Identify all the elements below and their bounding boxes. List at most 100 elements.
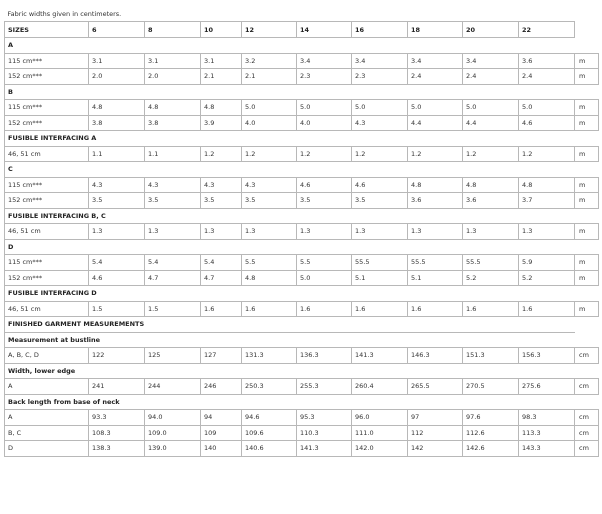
measurement-row: 115 cm*** 4.8 4.8 4.8 5.0 5.0 5.0 5.0 5.0 5.0 m	[4, 99, 600, 116]
unit-cell: m	[574, 52, 600, 69]
value-cell: 250.3	[241, 378, 297, 395]
value-cell: 55.5	[351, 254, 408, 271]
value-cell: 97	[407, 409, 463, 426]
value-cell: 3.8	[144, 114, 201, 131]
value-cell: 4.7	[200, 269, 242, 286]
value-cell: 141.3	[351, 347, 408, 364]
value-cell: 94.0	[144, 409, 201, 426]
value-cell: 151.3	[462, 347, 519, 364]
size-header: 10	[200, 21, 242, 38]
fabric-width-note: Fabric widths given in centimeters.	[7, 9, 122, 18]
row-label: 115 cm***	[4, 176, 89, 193]
value-cell: 3.2	[241, 52, 297, 69]
value-cell: 5.5	[241, 254, 297, 271]
value-cell: 1.3	[462, 223, 519, 240]
row-label: 46, 51 cm	[4, 300, 89, 317]
value-cell: 112.6	[462, 424, 519, 441]
value-cell: 3.5	[296, 192, 352, 209]
value-cell: 93.3	[88, 409, 145, 426]
value-cell: 98.3	[517, 409, 576, 426]
value-cell: 139.0	[144, 440, 201, 457]
measurement-row: 46, 51 cm 1.1 1.1 1.2 1.2 1.2 1.2 1.2 1.2 1.2 m	[4, 145, 600, 162]
value-cell: 1.2	[296, 145, 352, 162]
value-cell: 138.3	[88, 440, 145, 457]
value-cell: 94	[200, 409, 242, 426]
measurement-row: 152 cm*** 3.5 3.5 3.5 3.5 3.5 3.5 3.6 3.6 3.7 m	[4, 192, 600, 209]
value-cell: 270.5	[462, 378, 519, 395]
unit-cell: m	[574, 223, 600, 240]
value-cell: 5.2	[517, 269, 576, 286]
row-label: B, C	[4, 424, 89, 441]
value-cell: 1.5	[144, 300, 201, 317]
value-cell: 1.1	[144, 145, 201, 162]
unit-cell: cm	[574, 378, 600, 395]
measurement-row: 152 cm*** 4.6 4.7 4.7 4.8 5.0 5.1 5.1 5.2 5.2 m	[4, 269, 600, 286]
measurement-row: B, C 108.3 109.0 109 109.6 110.3 111.0 112 112.6…	[4, 424, 600, 441]
unit-cell: cm	[574, 347, 600, 364]
unit-cell: m	[574, 269, 600, 286]
value-cell: 1.3	[241, 223, 297, 240]
measurement-row: D 138.3 139.0 140 140.6 141.3 142.0 142 142.6 143…	[4, 440, 600, 457]
value-cell: 3.1	[200, 52, 242, 69]
section-row: FUSIBLE INTERFACING A	[4, 130, 599, 147]
value-cell: 2.4	[462, 68, 519, 85]
value-cell: 111.0	[351, 424, 408, 441]
value-cell: 4.6	[88, 269, 145, 286]
value-cell: 4.6	[517, 114, 576, 131]
value-cell: 142.6	[462, 440, 519, 457]
value-cell: 5.9	[517, 254, 576, 271]
size-header: 12	[241, 21, 297, 38]
note-row: Fabric widths given in centimeters.	[5, 6, 599, 22]
measurement-row: 152 cm*** 2.0 2.0 2.1 2.1 2.3 2.3 2.4 2.4 2.4 m	[4, 68, 600, 85]
row-label: 152 cm***	[4, 114, 89, 131]
size-header: 6	[88, 21, 145, 38]
size-header: 18	[407, 21, 463, 38]
value-cell: 1.3	[88, 223, 145, 240]
value-cell: 2.1	[200, 68, 242, 85]
value-cell: 5.0	[241, 99, 297, 116]
value-cell: 3.4	[462, 52, 519, 69]
row-label: 46, 51 cm	[4, 145, 89, 162]
section-row: Back length from base of neck	[4, 393, 599, 410]
value-cell: 1.3	[407, 223, 463, 240]
value-cell: 4.8	[200, 99, 242, 116]
value-cell: 55.5	[462, 254, 519, 271]
value-cell: 265.5	[407, 378, 463, 395]
value-cell: 1.6	[407, 300, 463, 317]
value-cell: 2.0	[144, 68, 201, 85]
measurement-row: 115 cm*** 4.3 4.3 4.3 4.3 4.6 4.6 4.8 4.8 4.8 m	[4, 176, 600, 193]
value-cell: 4.8	[241, 269, 297, 286]
value-cell: 4.3	[241, 176, 297, 193]
value-cell: 1.6	[462, 300, 519, 317]
section-label: Measurement at bustline	[4, 331, 145, 348]
value-cell: 4.6	[351, 176, 408, 193]
value-cell: 108.3	[88, 424, 145, 441]
unit-cell: cm	[574, 440, 600, 457]
value-cell: 1.6	[200, 300, 242, 317]
value-cell: 131.3	[241, 347, 297, 364]
row-label: 115 cm***	[4, 99, 89, 116]
row-label: 152 cm***	[4, 68, 89, 85]
value-cell: 1.6	[517, 300, 576, 317]
section-label: Back length from base of neck	[4, 393, 145, 410]
value-cell: 127	[200, 347, 242, 364]
section-label: FINISHED GARMENT MEASUREMENTS	[4, 316, 145, 333]
value-cell: 244	[144, 378, 201, 395]
size-header: 20	[462, 21, 519, 38]
unit-cell: cm	[574, 424, 600, 441]
value-cell: 255.3	[296, 378, 352, 395]
value-cell: 4.0	[241, 114, 297, 131]
value-cell: 95.3	[296, 409, 352, 426]
measurement-row: A 241 244 246 250.3 255.3 260.4 265.5 270.5 275.6…	[4, 378, 600, 395]
value-cell: 5.1	[351, 269, 408, 286]
value-cell: 5.0	[517, 99, 576, 116]
value-cell: 109.0	[144, 424, 201, 441]
value-cell: 1.2	[462, 145, 519, 162]
fabric-requirements-chart: Fabric widths given in centimeters. SIZE…	[4, 6, 600, 457]
value-cell: 3.5	[88, 192, 145, 209]
sizes-header-row: SIZES 6 8 10 12 14 16 18 20 22	[4, 21, 599, 38]
size-header: 22	[517, 21, 576, 38]
value-cell: 1.2	[517, 145, 576, 162]
value-cell: 96.0	[351, 409, 408, 426]
value-cell: 109.6	[241, 424, 297, 441]
